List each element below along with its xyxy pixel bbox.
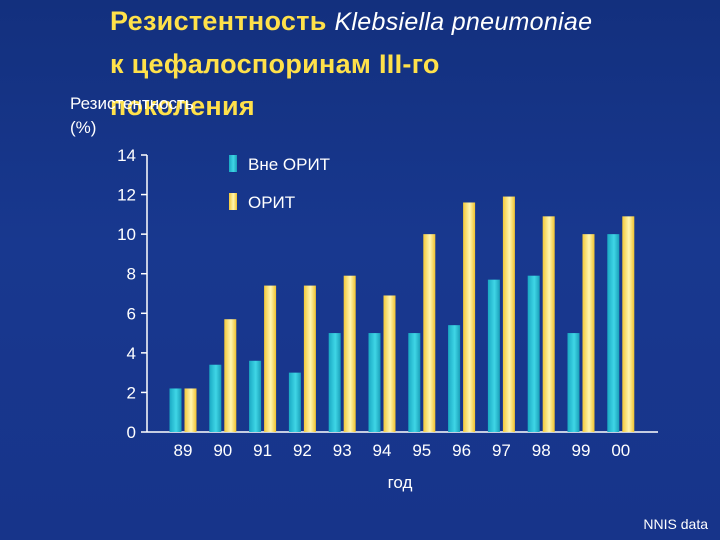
bar-outside-icu xyxy=(448,325,461,432)
y-tick-label: 12 xyxy=(117,186,136,205)
x-tick-label: 98 xyxy=(532,441,551,460)
x-tick-label: 91 xyxy=(253,441,272,460)
legend: Вне ОРИТ ОРИТ xyxy=(229,155,330,212)
title-line2: к цефалоспоринам III-го xyxy=(110,49,440,79)
y-axis-label: Резистентность (%) xyxy=(70,92,194,140)
bar-icu xyxy=(303,285,316,432)
bar-icu xyxy=(502,196,515,432)
source-note: NNIS data xyxy=(643,516,708,532)
x-tick-label: 90 xyxy=(213,441,232,460)
bar-outside-icu xyxy=(249,360,262,432)
bar-outside-icu xyxy=(368,333,381,432)
legend-swatch-icu xyxy=(229,193,237,210)
bar-icu xyxy=(184,388,197,432)
y-tick-label: 2 xyxy=(127,383,136,402)
bar-icu xyxy=(264,285,277,432)
y-tick-label: 8 xyxy=(127,265,136,284)
x-tick-label: 96 xyxy=(452,441,471,460)
x-tick-label: 95 xyxy=(412,441,431,460)
bars: 89 90 91 92 93 94 95 96 97 98 99 00 год xyxy=(169,196,635,492)
x-tick-label: 00 xyxy=(611,441,630,460)
bar-outside-icu xyxy=(328,333,341,432)
bar-outside-icu xyxy=(209,364,222,432)
x-tick-label: 97 xyxy=(492,441,511,460)
bar-outside-icu xyxy=(169,388,182,432)
y-axis-label-line1: Резистентность xyxy=(70,94,194,113)
bar-icu xyxy=(463,202,476,432)
title-latin: Klebsiella pneumoniae xyxy=(334,8,593,36)
x-tick-label: 94 xyxy=(373,441,392,460)
y-tick-label: 0 xyxy=(127,423,136,442)
bar-outside-icu xyxy=(408,333,421,432)
x-tick-label: 99 xyxy=(572,441,591,460)
legend-label-outside-icu: Вне ОРИТ xyxy=(248,155,330,174)
bar-outside-icu xyxy=(527,275,540,432)
bar-icu xyxy=(622,216,635,432)
bar-icu xyxy=(582,234,595,432)
bar-icu xyxy=(542,216,555,432)
bar-icu xyxy=(383,295,396,432)
bar-outside-icu xyxy=(288,372,301,432)
x-tick-label: 89 xyxy=(174,441,193,460)
y-tick-label: 6 xyxy=(127,304,136,323)
x-tick-label: 92 xyxy=(293,441,312,460)
y-tick-label: 10 xyxy=(117,225,136,244)
x-axis-label: год xyxy=(388,473,413,492)
legend-swatch-outside-icu xyxy=(229,155,237,172)
y-axis-label-line2: (%) xyxy=(70,118,97,137)
title-part1: Резистентность xyxy=(110,6,327,36)
chart-title: Резистентность Klebsiella pneumoniae к ц… xyxy=(110,0,710,127)
x-tick-label: 93 xyxy=(333,441,352,460)
bar-outside-icu xyxy=(567,333,580,432)
y-tick-label: 14 xyxy=(117,146,136,165)
title-line3: поколения xyxy=(110,91,255,121)
bar-icu xyxy=(423,234,436,432)
y-tick-label: 4 xyxy=(127,344,136,363)
bar-icu xyxy=(224,319,237,432)
bar-outside-icu xyxy=(487,279,500,432)
legend-label-icu: ОРИТ xyxy=(248,193,295,212)
bar-icu xyxy=(343,275,356,432)
bar-outside-icu xyxy=(607,234,620,432)
